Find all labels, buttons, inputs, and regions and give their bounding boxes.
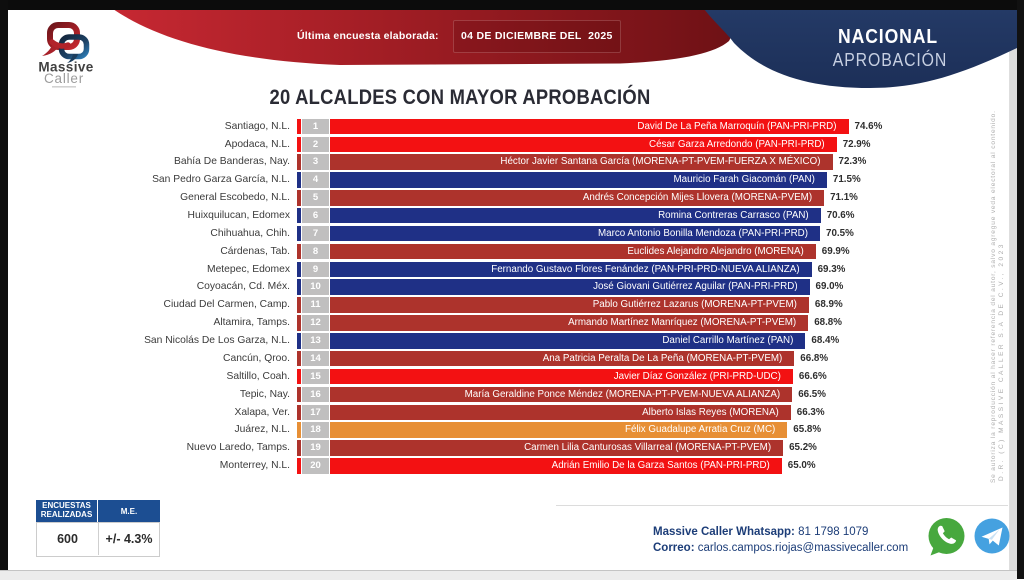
svg-text:Massive: Massive [38,60,93,75]
svg-text:Caller: Caller [44,71,84,86]
